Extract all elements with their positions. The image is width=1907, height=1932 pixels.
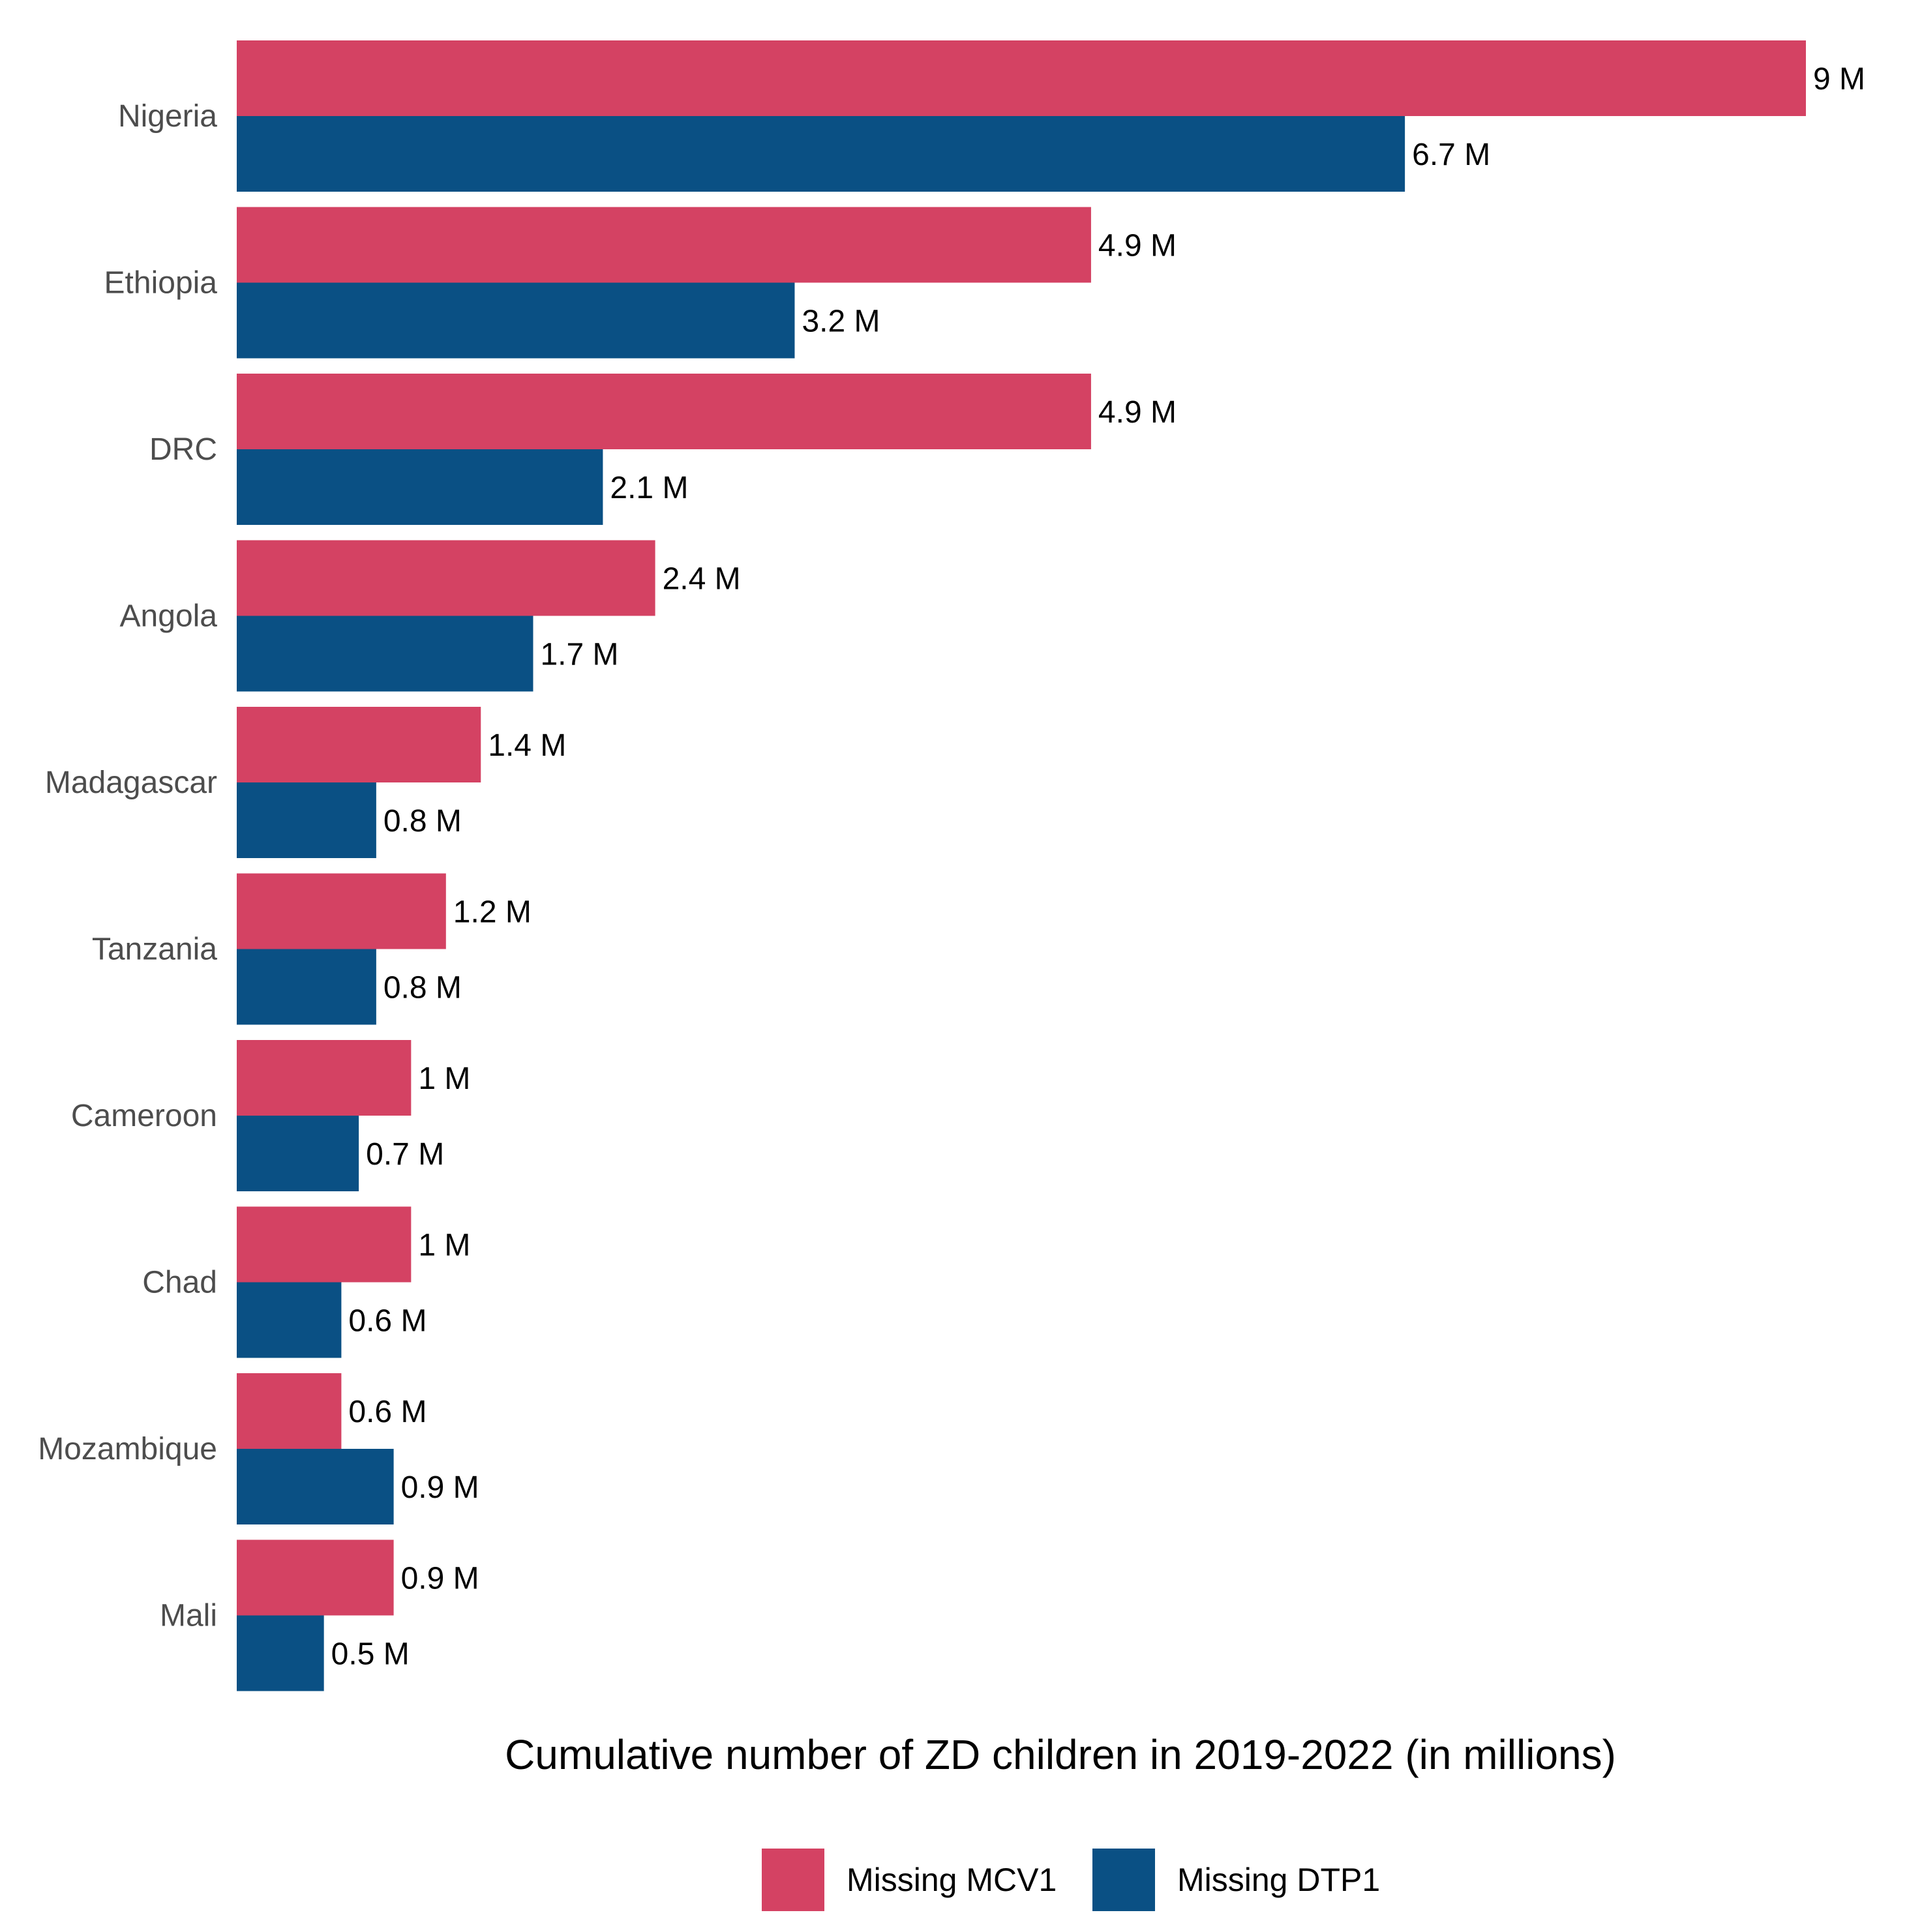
- data-label-missing-dtp1-ethiopia: 3.2 M: [802, 305, 880, 339]
- data-label-missing-mcv1-angola: 2.4 M: [663, 562, 741, 597]
- data-label-missing-dtp1-cameroon: 0.7 M: [366, 1137, 444, 1172]
- category-label-ethiopia: Ethiopia: [104, 266, 218, 301]
- labels-layer: 9 M 6.7 M 4.9 M 3.2 M 4.9 M 2.1 M 2.4 M 1.7 M 1.…: [331, 62, 1865, 1672]
- category-label-tanzania: Tanzania: [92, 932, 217, 967]
- bar-missing-mcv1-drc: [237, 374, 1091, 449]
- bar-missing-dtp1-madagascar: [237, 782, 376, 858]
- category-label-mali: Mali: [160, 1599, 217, 1633]
- data-label-missing-dtp1-tanzania: 0.8 M: [383, 971, 462, 1005]
- bar-missing-mcv1-ethiopia: [237, 207, 1091, 283]
- data-label-missing-dtp1-chad: 0.6 M: [348, 1304, 427, 1339]
- bar-missing-mcv1-mozambique: [237, 1373, 342, 1449]
- bars-layer: [237, 40, 1806, 1691]
- bar-missing-dtp1-drc: [237, 449, 603, 525]
- legend-label-missing-dtp1: Missing DTP1: [1177, 1862, 1380, 1898]
- legend-key-missing-dtp1: [1092, 1849, 1155, 1911]
- data-label-missing-mcv1-mozambique: 0.6 M: [348, 1395, 427, 1429]
- data-label-missing-mcv1-ethiopia: 4.9 M: [1098, 229, 1177, 263]
- data-label-missing-dtp1-nigeria: 6.7 M: [1412, 138, 1490, 172]
- bar-missing-dtp1-angola: [237, 616, 533, 692]
- x-axis-title: Cumulative number of ZD children in 2019…: [505, 1731, 1616, 1778]
- bar-missing-mcv1-chad: [237, 1206, 412, 1283]
- data-label-missing-dtp1-drc: 2.1 M: [610, 471, 688, 505]
- category-label-chad: Chad: [142, 1266, 217, 1300]
- bar-missing-dtp1-cameroon: [237, 1116, 359, 1191]
- bar-missing-dtp1-tanzania: [237, 949, 376, 1025]
- bar-missing-dtp1-ethiopia: [237, 282, 795, 359]
- bar-missing-dtp1-mozambique: [237, 1449, 394, 1524]
- data-label-missing-mcv1-chad: 1 M: [418, 1228, 470, 1263]
- category-label-nigeria: Nigeria: [118, 99, 217, 134]
- bar-missing-mcv1-cameroon: [237, 1040, 412, 1116]
- data-label-missing-dtp1-mozambique: 0.9 M: [401, 1470, 479, 1505]
- bar-missing-mcv1-tanzania: [237, 873, 446, 949]
- category-label-angola: Angola: [120, 599, 218, 634]
- legend-label-missing-mcv1: Missing MCV1: [847, 1862, 1057, 1898]
- data-label-missing-dtp1-angola: 1.7 M: [540, 638, 618, 672]
- data-label-missing-mcv1-madagascar: 1.4 M: [488, 728, 566, 763]
- data-label-missing-dtp1-mali: 0.5 M: [331, 1637, 410, 1672]
- data-label-missing-mcv1-tanzania: 1.2 M: [453, 895, 532, 930]
- bar-missing-mcv1-nigeria: [237, 40, 1806, 116]
- data-label-missing-mcv1-mali: 0.9 M: [401, 1562, 479, 1596]
- category-label-drc: DRC: [149, 432, 217, 467]
- bar-missing-dtp1-mali: [237, 1615, 324, 1691]
- legend-key-missing-mcv1: [762, 1849, 824, 1911]
- category-label-cameroon: Cameroon: [71, 1099, 217, 1133]
- bar-missing-mcv1-angola: [237, 540, 655, 616]
- bar-missing-mcv1-madagascar: [237, 707, 481, 782]
- category-axis: Nigeria Ethiopia DRC Angola Madagascar Tanzan…: [38, 99, 217, 1633]
- bar-missing-mcv1-mali: [237, 1539, 394, 1616]
- category-label-madagascar: Madagascar: [45, 765, 217, 800]
- data-label-missing-mcv1-nigeria: 9 M: [1813, 62, 1865, 97]
- bar-missing-dtp1-chad: [237, 1282, 342, 1358]
- data-label-missing-mcv1-cameroon: 1 M: [418, 1062, 470, 1096]
- legend: Missing MCV1 Missing DTP1: [762, 1849, 1380, 1911]
- bar-missing-dtp1-nigeria: [237, 116, 1405, 192]
- data-label-missing-dtp1-madagascar: 0.8 M: [383, 804, 462, 839]
- data-label-missing-mcv1-drc: 4.9 M: [1098, 395, 1177, 430]
- category-label-mozambique: Mozambique: [38, 1432, 217, 1466]
